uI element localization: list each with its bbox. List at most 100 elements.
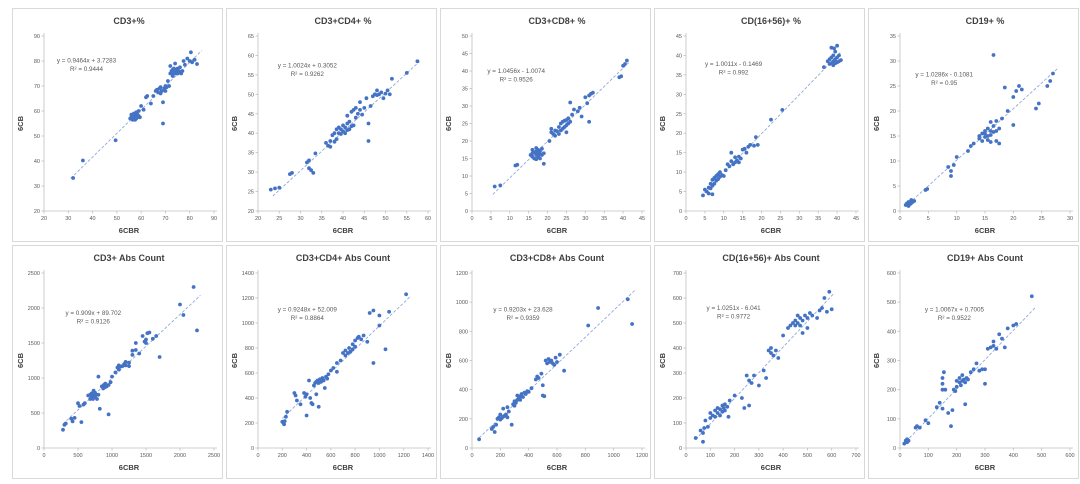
y-tick-label: 500 [673, 321, 682, 327]
data-point [127, 360, 131, 365]
data-point [167, 84, 172, 88]
data-point [803, 313, 807, 318]
x-axis-title: 6CBR [547, 463, 568, 472]
data-point [96, 392, 101, 397]
data-point [364, 96, 369, 101]
x-tick-label: 500 [1037, 453, 1046, 459]
data-point [541, 151, 546, 156]
data-point [145, 94, 150, 98]
data-point [564, 130, 569, 135]
data-point [577, 105, 582, 110]
data-point [159, 89, 164, 93]
data-point [506, 409, 511, 414]
data-point [79, 420, 84, 424]
data-point [966, 377, 970, 382]
x-axis-title: 6CBR [333, 226, 354, 235]
data-point [566, 116, 571, 121]
data-point [185, 56, 190, 61]
data-point [766, 348, 771, 353]
data-point [718, 407, 722, 412]
data-point [774, 348, 778, 353]
data-point [940, 387, 945, 392]
data-point [328, 144, 333, 149]
data-point [157, 355, 162, 359]
x-tick-label: 300 [980, 453, 989, 459]
data-point [723, 168, 728, 173]
data-point [822, 65, 826, 69]
y-tick-label: 35 [890, 34, 896, 40]
x-tick-label: 70 [162, 216, 168, 222]
data-point [371, 361, 376, 365]
data-point [831, 53, 836, 58]
data-point [518, 398, 523, 402]
chart-panel-9: CD(16+56)+ Abs Count 0 100 200 300 400 500 600 7… [654, 245, 865, 479]
data-point [383, 347, 388, 352]
data-point [980, 131, 985, 136]
data-point [190, 60, 195, 65]
data-point [181, 59, 186, 63]
y-tick-label: 20 [676, 131, 682, 137]
y-tick-label: 200 [887, 388, 896, 394]
x-tick-label: 40 [340, 216, 346, 222]
r-squared-label: R² = 0.9262 [291, 71, 325, 78]
data-point [383, 91, 388, 96]
data-point [755, 143, 760, 147]
data-point [358, 108, 362, 112]
x-tick-label: 15 [982, 216, 988, 222]
data-point [173, 61, 178, 66]
data-point [307, 378, 311, 383]
data-point [379, 90, 384, 95]
data-point [988, 345, 993, 350]
data-point [192, 57, 197, 62]
data-point [940, 381, 945, 386]
data-point [1017, 84, 1021, 88]
y-tick-label: 200 [459, 417, 468, 423]
x-tick-label: 1400 [422, 453, 434, 459]
data-point [837, 53, 841, 58]
data-point [591, 90, 595, 95]
y-tick-label: 50 [248, 92, 254, 98]
data-point [706, 191, 711, 196]
data-point [703, 418, 708, 423]
data-point [795, 321, 800, 325]
x-tick-label: 1000 [373, 453, 385, 459]
data-point [335, 361, 339, 365]
trendline-equation: y = 1.0024x + 0.3052 [278, 63, 338, 70]
y-tick-label: 45 [676, 34, 682, 40]
data-point [988, 120, 993, 124]
y-tick-label: 1400 [242, 271, 254, 277]
x-tick-label: 25 [276, 216, 282, 222]
y-tick-label: 500 [887, 300, 896, 306]
data-point [362, 106, 367, 110]
x-tick-label: 80 [187, 216, 193, 222]
data-point [817, 308, 822, 313]
data-point [541, 161, 546, 166]
chart-title: CD3+CD4+ Abs Count [296, 253, 390, 263]
data-point [123, 363, 128, 368]
data-point [295, 398, 299, 403]
data-point [191, 285, 196, 289]
data-point [273, 186, 277, 191]
data-point [715, 411, 720, 415]
data-point [353, 115, 358, 120]
y-tick-label: 5 [679, 190, 682, 196]
data-point [701, 431, 705, 435]
data-point [347, 127, 352, 132]
y-tick-label: 5 [465, 192, 468, 198]
data-point [1019, 87, 1024, 92]
data-point [540, 146, 544, 151]
data-point [713, 408, 717, 413]
r-squared-label: R² = 0.95 [931, 80, 958, 87]
data-point [523, 392, 528, 396]
data-point [492, 184, 497, 189]
y-axis-title: 6CB [872, 352, 881, 368]
y-tick-label: 600 [459, 359, 468, 365]
data-point [1034, 106, 1038, 111]
data-point [549, 126, 554, 131]
chart-panel-10: CD19+ Abs Count 0 100 200 300 400 500 600 0 100 20… [868, 245, 1079, 479]
trendline [905, 67, 1059, 207]
y-tick-label: 0 [679, 209, 682, 215]
data-point [133, 348, 138, 352]
y-tick-label: 25 [248, 190, 254, 196]
data-point [77, 404, 82, 408]
